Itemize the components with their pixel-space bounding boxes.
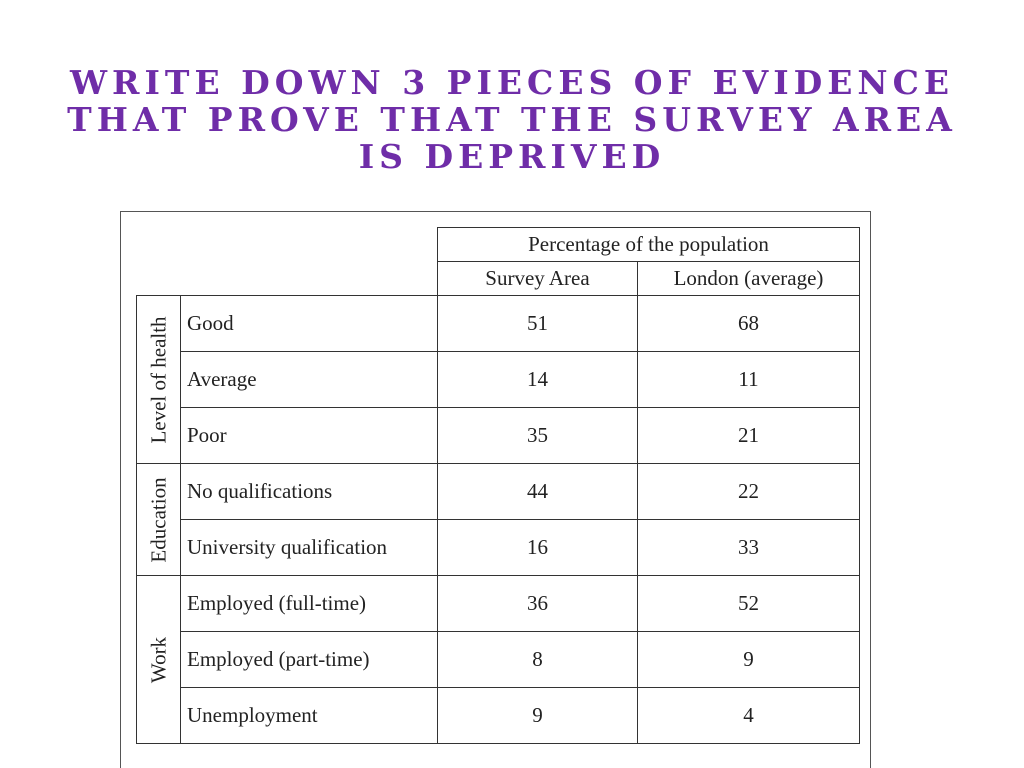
row-label: Employed (part-time)	[180, 631, 438, 688]
london-value: 22	[637, 463, 860, 520]
survey-value: 8	[437, 631, 638, 688]
header-percentage: Percentage of the population	[437, 227, 860, 262]
group-label: Level of health	[146, 315, 170, 444]
group-label-cell: Work	[136, 575, 181, 744]
header-survey-area: Survey Area	[437, 261, 638, 296]
group-label-cell: Level of health	[136, 295, 181, 464]
london-value: 4	[637, 687, 860, 744]
table-row: Work Employed (full-time) 36 52	[136, 575, 860, 744]
survey-value: 44	[437, 463, 638, 520]
table-row: Unemployment 9 4	[137, 687, 860, 744]
group-label: Education	[146, 476, 170, 563]
survey-value: 14	[437, 351, 638, 408]
row-label: Unemployment	[180, 687, 438, 744]
header-london-average: London (average)	[637, 261, 860, 296]
row-label: University qualification	[180, 519, 438, 576]
london-value: 9	[637, 631, 860, 688]
survey-value: 51	[437, 295, 638, 352]
table-row: University qualification 16 33	[137, 519, 860, 576]
header-blank-cell	[137, 228, 438, 296]
london-value: 68	[637, 295, 860, 352]
table-row: Average 14 11	[137, 351, 860, 408]
row-label: Poor	[180, 407, 438, 464]
london-value: 52	[637, 575, 860, 632]
survey-value: 9	[437, 687, 638, 744]
table-row: Employed (part-time) 8 9	[137, 631, 860, 688]
london-value: 21	[637, 407, 860, 464]
table-row: Level of health Good 51 68	[136, 295, 860, 464]
group-label: Work	[146, 636, 170, 683]
header-row-columns: Survey Area London (average)	[137, 261, 860, 296]
table-row: Poor 35 21	[137, 407, 860, 464]
group-label-cell: Education	[136, 463, 181, 576]
row-label: Good	[180, 295, 438, 352]
slide-title: Write down 3 pieces of evidence that pro…	[67, 63, 957, 176]
london-value: 11	[637, 351, 860, 408]
data-table-figure: Percentage of the population Survey Area…	[120, 211, 871, 768]
survey-value: 16	[437, 519, 638, 576]
row-label: No qualifications	[180, 463, 438, 520]
survey-value: 36	[437, 575, 638, 632]
london-value: 33	[637, 519, 860, 576]
row-label: Employed (full-time)	[180, 575, 438, 632]
population-table: Percentage of the population Survey Area…	[136, 227, 860, 744]
row-label: Average	[180, 351, 438, 408]
survey-value: 35	[437, 407, 638, 464]
header-row-top: Percentage of the population	[137, 227, 860, 262]
table-row: Education No qualifications 44 22	[136, 463, 860, 576]
